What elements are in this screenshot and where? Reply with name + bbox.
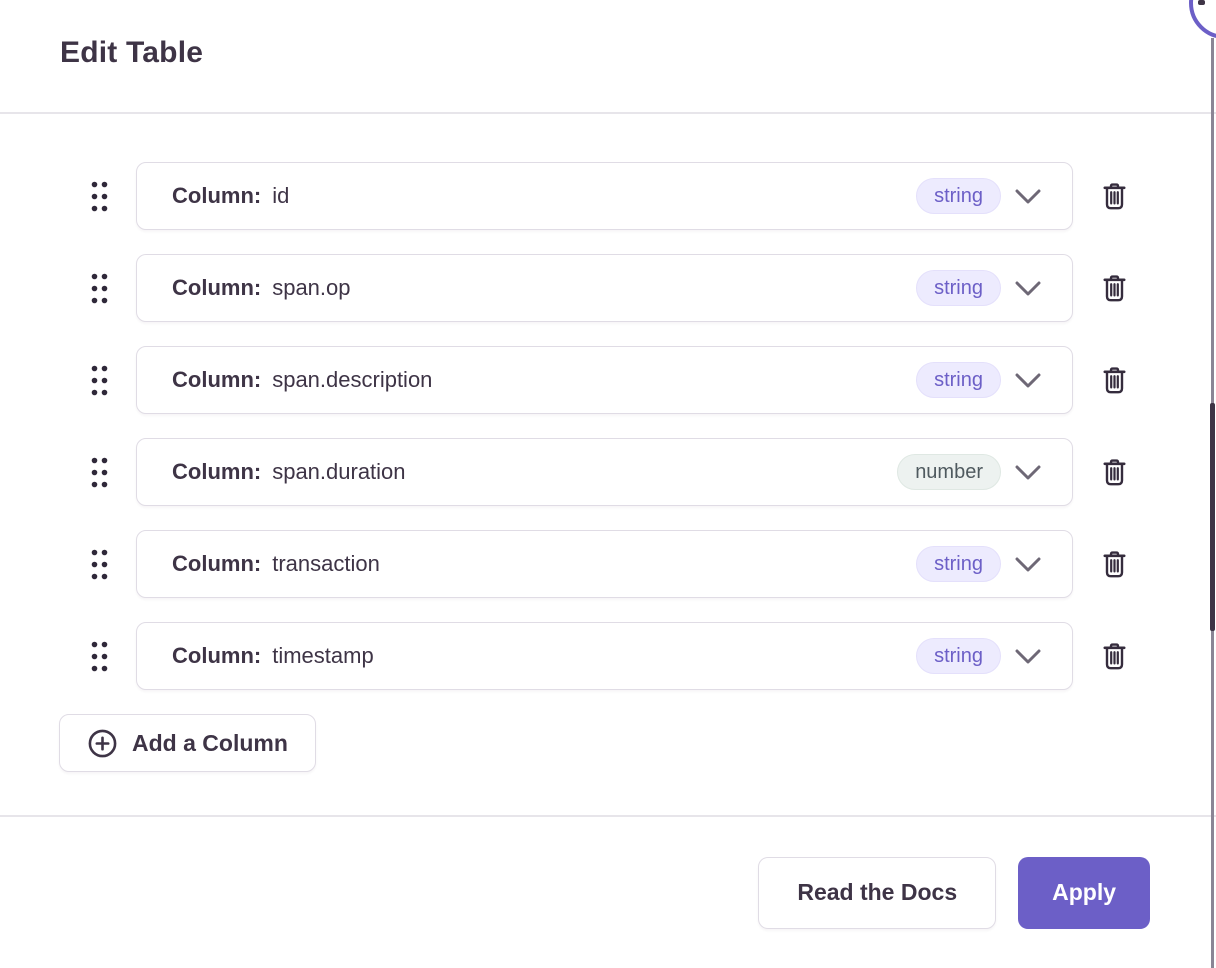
- column-field-box[interactable]: Column: id string: [136, 162, 1073, 230]
- question-mark-icon: [1198, 0, 1205, 5]
- dialog-header: Edit Table: [0, 0, 1216, 114]
- column-type-badge: string: [916, 270, 1001, 306]
- column-label: Column:: [172, 459, 262, 484]
- column-row: Column: id string: [0, 162, 1216, 230]
- drag-handle-icon[interactable]: [90, 640, 109, 673]
- column-row: Column: span.op string: [0, 254, 1216, 322]
- column-field-box[interactable]: Column: timestamp string: [136, 622, 1073, 690]
- column-field-box[interactable]: Column: span.description string: [136, 346, 1073, 414]
- chevron-down-icon[interactable]: [1014, 188, 1042, 205]
- column-label: Column:: [172, 275, 262, 300]
- column-row: Column: span.description string: [0, 346, 1216, 414]
- trash-icon: [1101, 641, 1128, 672]
- column-field-name: id: [272, 183, 290, 208]
- column-field-name: transaction: [272, 551, 380, 576]
- apply-button[interactable]: Apply: [1018, 856, 1150, 929]
- column-field-name: span.description: [272, 367, 433, 392]
- drag-handle-icon[interactable]: [90, 180, 109, 213]
- trash-icon: [1101, 457, 1128, 488]
- column-label: Column:: [172, 367, 262, 392]
- dialog-body: Column: id string: [0, 114, 1216, 772]
- trash-icon: [1101, 365, 1128, 396]
- delete-column-button[interactable]: [1099, 363, 1129, 397]
- add-column-button[interactable]: Add a Column: [59, 714, 316, 772]
- delete-column-button[interactable]: [1099, 455, 1129, 489]
- plus-circle-icon: [87, 728, 118, 759]
- add-column-label: Add a Column: [132, 729, 288, 756]
- chevron-down-icon[interactable]: [1014, 648, 1042, 665]
- delete-column-button[interactable]: [1099, 639, 1129, 673]
- drag-handle-icon[interactable]: [90, 456, 109, 489]
- delete-column-button[interactable]: [1099, 179, 1129, 213]
- chevron-down-icon[interactable]: [1014, 372, 1042, 389]
- column-label: Column:: [172, 183, 262, 208]
- column-row: Column: timestamp string: [0, 622, 1216, 690]
- column-label: Column:: [172, 551, 262, 576]
- drag-handle-icon[interactable]: [90, 548, 109, 581]
- drag-handle-icon[interactable]: [90, 364, 109, 397]
- column-type-badge: number: [897, 454, 1001, 490]
- column-field-name: span.duration: [272, 459, 406, 484]
- column-field-box[interactable]: Column: span.duration number: [136, 438, 1073, 506]
- column-type-badge: string: [916, 178, 1001, 214]
- column-type-badge: string: [916, 362, 1001, 398]
- column-field-box[interactable]: Column: transaction string: [136, 530, 1073, 598]
- read-the-docs-button[interactable]: Read the Docs: [758, 856, 997, 929]
- column-list: Column: id string: [0, 162, 1216, 690]
- column-field-name: span.op: [272, 275, 351, 300]
- column-type-badge: string: [916, 546, 1001, 582]
- trash-icon: [1101, 181, 1128, 212]
- column-type-badge: string: [916, 638, 1001, 674]
- trash-icon: [1101, 549, 1128, 580]
- chevron-down-icon[interactable]: [1014, 556, 1042, 573]
- column-row: Column: span.duration number: [0, 438, 1216, 506]
- column-field-box[interactable]: Column: span.op string: [136, 254, 1073, 322]
- drag-handle-icon[interactable]: [90, 272, 109, 305]
- chevron-down-icon[interactable]: [1014, 464, 1042, 481]
- delete-column-button[interactable]: [1099, 271, 1129, 305]
- column-row: Column: transaction string: [0, 530, 1216, 598]
- delete-column-button[interactable]: [1099, 547, 1129, 581]
- column-label: Column:: [172, 643, 262, 668]
- page-title: Edit Table: [60, 36, 204, 69]
- scrollbar-thumb[interactable]: [1210, 403, 1215, 631]
- chevron-down-icon[interactable]: [1014, 280, 1042, 297]
- trash-icon: [1101, 273, 1128, 304]
- column-field-name: timestamp: [272, 643, 374, 668]
- dialog-footer: Read the Docs Apply: [0, 815, 1216, 968]
